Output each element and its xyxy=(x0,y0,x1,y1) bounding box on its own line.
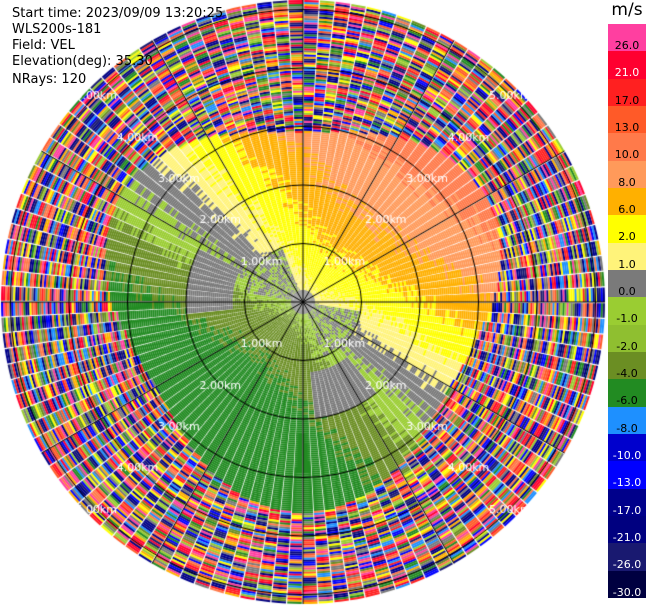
colorbar-segment xyxy=(608,297,646,326)
colorbar-tick-label: -6.0 xyxy=(616,394,638,408)
colorbar-tick-label: -8.0 xyxy=(616,421,638,435)
colorbar-tick-label: 1.0 xyxy=(618,257,636,271)
colorbar-segment xyxy=(608,488,646,517)
colorbar-tick-label: 2.0 xyxy=(618,230,636,244)
site-label: WLS200s-181 xyxy=(12,22,102,37)
colorbar-segment xyxy=(608,461,646,490)
colorbar-segment xyxy=(608,106,646,134)
colorbar-segment xyxy=(608,188,646,216)
colorbar-tick-label: -1.0 xyxy=(616,312,638,326)
colorbar-unit: m/s xyxy=(611,0,643,20)
colorbar-segment xyxy=(608,543,646,572)
colorbar-segment xyxy=(608,51,646,80)
colorbar-tick-label: -26.0 xyxy=(612,558,642,572)
colorbar-tick-label: 13.0 xyxy=(614,121,640,135)
colorbar: 26.0 21.0 17.0 13.0 10.0 8.0 6.0 2.0 1.0 0.0 -1.0 -… xyxy=(608,24,646,599)
colorbar-tick-label: -13.0 xyxy=(612,476,642,490)
colorbar-segment xyxy=(608,379,646,408)
colorbar-segment xyxy=(608,270,646,298)
colorbar-tick-label: -2.0 xyxy=(616,339,638,353)
colorbar-tick-label: 0.0 xyxy=(618,285,636,299)
colorbar-segment xyxy=(608,160,646,189)
colorbar-segment xyxy=(608,242,646,271)
start-time-label: Start time: 2023/09/09 13:20:25 xyxy=(12,6,224,21)
colorbar-tick-label: -10.0 xyxy=(612,449,642,463)
colorbar-tick-label: -30.0 xyxy=(612,585,642,599)
nrays-label: NRays: 120 xyxy=(12,72,87,87)
field-label: Field: VEL xyxy=(12,38,75,53)
colorbar-tick-label: 6.0 xyxy=(618,203,636,217)
colorbar-segment xyxy=(608,133,646,162)
colorbar-tick-label: 17.0 xyxy=(614,93,640,107)
colorbar-segment xyxy=(608,570,646,599)
colorbar-tick-label: 10.0 xyxy=(614,148,640,162)
colorbar-segment xyxy=(608,434,646,462)
colorbar-tick-label: -17.0 xyxy=(612,503,642,517)
colorbar-tick-label: -21.0 xyxy=(612,531,642,545)
colorbar-tick-label: 21.0 xyxy=(614,66,640,80)
colorbar-segment xyxy=(608,352,646,380)
colorbar-tick-label: -4.0 xyxy=(616,367,638,381)
colorbar-tick-label: 26.0 xyxy=(614,39,640,53)
colorbar-segment xyxy=(608,78,646,107)
elevation-label: Elevation(deg): 35.30 xyxy=(12,54,153,69)
colorbar-segment xyxy=(608,406,646,435)
colorbar-segment xyxy=(608,24,646,52)
colorbar-segment xyxy=(608,215,646,244)
colorbar-segment xyxy=(608,516,646,544)
colorbar-tick-label: 8.0 xyxy=(618,175,636,189)
colorbar-segment xyxy=(608,324,646,353)
